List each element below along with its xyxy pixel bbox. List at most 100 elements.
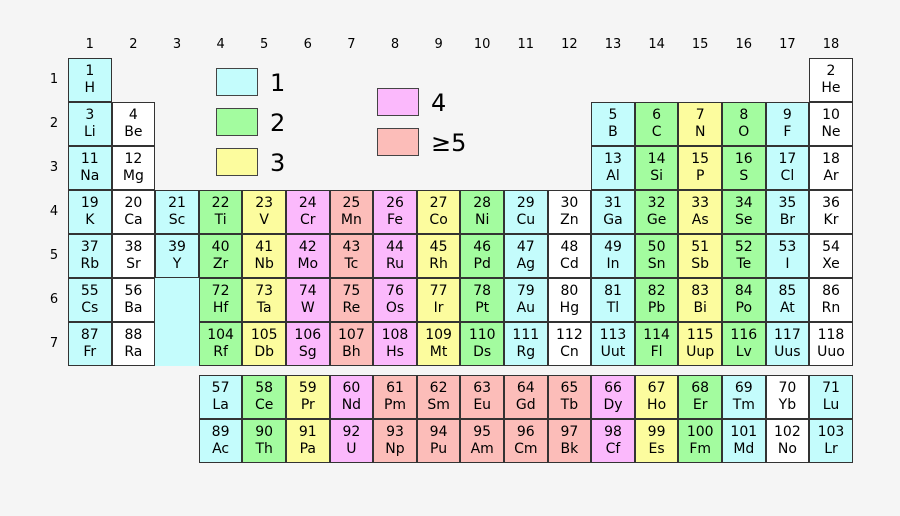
element-symbol: Cl: [780, 168, 795, 184]
legend-swatch: [377, 88, 419, 116]
atomic-number: 66: [604, 380, 622, 396]
element-symbol: Rg: [516, 344, 536, 360]
element-cell: 47 Ag: [504, 234, 548, 278]
atomic-number: 93: [386, 424, 404, 440]
element-symbol: Ir: [433, 300, 444, 316]
element-symbol: Fr: [83, 344, 97, 360]
element-symbol: Ga: [603, 212, 623, 228]
group-number: 10: [473, 37, 491, 52]
element-cell: 72 Hf: [198, 278, 243, 322]
group-number: 17: [779, 37, 796, 52]
atomic-number: 79: [516, 283, 535, 299]
element-symbol: Li: [83, 124, 96, 140]
group-number: 6: [303, 37, 312, 52]
atomic-number: 32: [647, 195, 666, 211]
atomic-number: 116: [730, 327, 758, 343]
element-symbol: Sc: [168, 212, 186, 228]
atomic-number: 77: [429, 283, 448, 299]
element-symbol: P: [695, 168, 705, 184]
element-symbol: Zr: [212, 256, 229, 272]
element-cell: 63 Eu: [460, 375, 504, 419]
element-cell: 92 U: [329, 419, 374, 463]
element-cell: 42 Mo: [286, 234, 330, 278]
element-cell: 106 Sg: [286, 322, 330, 366]
element-symbol: Rb: [80, 256, 100, 272]
atomic-number: 76: [386, 283, 404, 299]
element-symbol: Cu: [516, 212, 536, 228]
element-cell: 103 Lr: [809, 419, 853, 463]
element-cell: 118 Uuo: [809, 322, 853, 366]
atomic-number: 61: [386, 380, 404, 396]
atomic-number: 83: [691, 283, 710, 299]
atomic-number: 41: [255, 239, 274, 255]
atomic-number: 95: [473, 424, 492, 440]
element-cell: 21 Sc: [155, 190, 199, 234]
atomic-number: 13: [604, 151, 622, 167]
element-cell: 109 Mt: [416, 322, 461, 366]
atomic-number: 97: [560, 424, 579, 440]
element-cell: 76 Os: [373, 278, 417, 322]
atomic-number: 63: [473, 380, 492, 396]
group-number: 3: [172, 37, 182, 52]
element-cell: 70 Yb: [765, 375, 810, 419]
element-cell: 79 Au: [504, 278, 548, 322]
element-cell: 94 Pu: [416, 419, 461, 463]
element-cell: 111 Rg: [504, 322, 548, 366]
atomic-number: 100: [686, 424, 714, 440]
group-number: 4: [216, 37, 225, 52]
atomic-number: 108: [381, 327, 409, 343]
element-cell: 34 Se: [722, 190, 766, 234]
element-cell: 114 Fl: [634, 322, 679, 366]
period-number: 2: [49, 116, 59, 131]
element-symbol: Pu: [430, 441, 448, 457]
element-cell: 46 Pd: [460, 234, 504, 278]
element-symbol: Np: [385, 441, 405, 457]
element-cell: 32 Ge: [634, 190, 679, 234]
period-number: 5: [49, 248, 59, 263]
element-symbol: Ag: [516, 256, 536, 272]
element-symbol: Br: [779, 212, 796, 228]
element-cell: 89 Ac: [198, 419, 243, 463]
element-cell: 49 In: [591, 234, 635, 278]
period-number: 1: [49, 72, 59, 87]
element-cell: 95 Am: [460, 419, 504, 463]
element-cell: 28 Ni: [460, 190, 504, 234]
element-cell: 68 Er: [678, 375, 722, 419]
element-symbol: Fm: [689, 441, 712, 457]
element-cell: 91 Pa: [286, 419, 330, 463]
group-number: 12: [561, 37, 578, 52]
element-symbol: As: [691, 212, 709, 228]
element-symbol: Cf: [605, 441, 621, 457]
element-cell: 108 Hs: [373, 322, 417, 366]
atomic-number: 10: [822, 107, 840, 123]
atomic-number: 80: [560, 283, 579, 299]
element-cell: 100 Fm: [678, 419, 722, 463]
element-symbol: Tm: [732, 397, 755, 413]
element-symbol: Hg: [559, 300, 580, 316]
atomic-number: 29: [516, 195, 535, 211]
element-cell: 25 Mn: [329, 190, 374, 234]
element-cell: 38 Sr: [111, 234, 156, 278]
element-symbol: Be: [124, 124, 143, 140]
group-3-placeholder: [155, 278, 199, 366]
element-cell: 22 Ti: [198, 190, 243, 234]
atomic-number: 4: [128, 107, 138, 123]
element-symbol: Co: [429, 212, 448, 228]
atomic-number: 30: [560, 195, 579, 211]
atomic-number: 33: [691, 195, 710, 211]
element-symbol: Si: [650, 168, 663, 184]
element-symbol: Lv: [735, 344, 752, 360]
atomic-number: 64: [516, 380, 535, 396]
element-symbol: Ar: [823, 168, 839, 184]
atomic-number: 71: [822, 380, 840, 396]
element-symbol: Yb: [778, 397, 797, 413]
element-symbol: Au: [516, 300, 536, 316]
atomic-number: 21: [168, 195, 186, 211]
element-cell: 58 Ce: [242, 375, 286, 419]
element-cell: 56 Ba: [111, 278, 156, 322]
element-symbol: Nb: [254, 256, 274, 272]
element-cell: 77 Ir: [416, 278, 461, 322]
element-symbol: U: [346, 441, 357, 457]
element-symbol: Al: [606, 168, 620, 184]
atomic-number: 7: [695, 107, 705, 123]
